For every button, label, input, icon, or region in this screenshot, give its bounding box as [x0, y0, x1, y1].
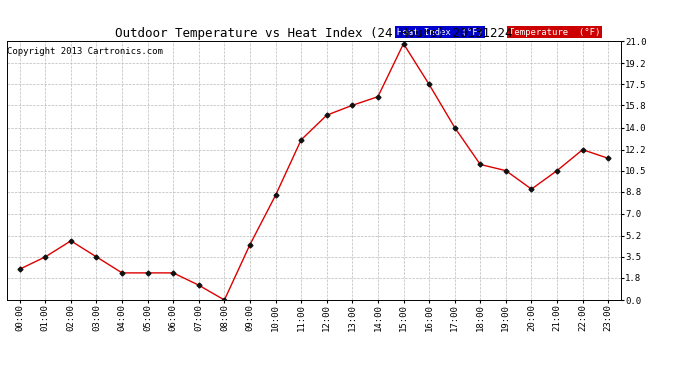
Title: Outdoor Temperature vs Heat Index (24 Hours) 20131224: Outdoor Temperature vs Heat Index (24 Ho…	[115, 27, 513, 40]
Text: Heat Index  (°F): Heat Index (°F)	[397, 28, 483, 37]
Text: Temperature  (°F): Temperature (°F)	[509, 28, 600, 37]
Text: Copyright 2013 Cartronics.com: Copyright 2013 Cartronics.com	[7, 47, 163, 56]
